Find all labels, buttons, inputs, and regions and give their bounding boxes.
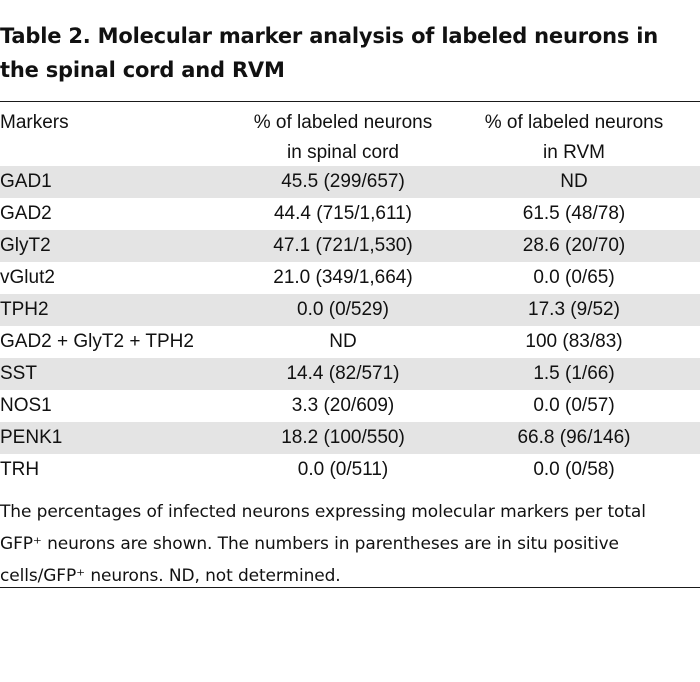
header-spinal-line1: % of labeled neurons [253, 112, 433, 133]
marker-cell: GAD2 + GlyT2 + TPH2 [0, 331, 194, 352]
table-row: NOS1 3.3 (20/609) 0.0 (0/57) [0, 390, 700, 422]
rvm-cell: 0.0 (0/65) [533, 267, 615, 288]
marker-cell: TPH2 [0, 299, 49, 320]
rvm-cell: 66.8 (96/146) [517, 427, 631, 448]
marker-cell: GAD1 [0, 171, 52, 192]
spinal-cell: 14.4 (82/571) [286, 363, 400, 384]
table-row: GAD1 45.5 (299/657) ND [0, 166, 700, 198]
rvm-cell: 17.3 (9/52) [528, 299, 620, 320]
table-body: GAD1 45.5 (299/657) ND GAD2 44.4 (715/1,… [0, 166, 700, 486]
header-markers: Markers [0, 112, 69, 133]
rvm-cell: 0.0 (0/58) [533, 459, 615, 480]
table-row: SST 14.4 (82/571) 1.5 (1/66) [0, 358, 700, 390]
table-row: GlyT2 47.1 (721/1,530) 28.6 (20/70) [0, 230, 700, 262]
table-row: vGlut2 21.0 (349/1,664) 0.0 (0/65) [0, 262, 700, 294]
marker-cell: SST [0, 363, 37, 384]
spinal-cell: 3.3 (20/609) [291, 395, 395, 416]
table-row: GAD2 + GlyT2 + TPH2 ND 100 (83/83) [0, 326, 700, 358]
bottom-rule [0, 587, 700, 588]
table-figure: Table 2. Molecular marker analysis of la… [0, 24, 700, 588]
marker-cell: GlyT2 [0, 235, 51, 256]
marker-cell: TRH [0, 459, 40, 480]
table-footnote: The percentages of infected neurons expr… [0, 502, 646, 586]
marker-cell: GAD2 [0, 203, 52, 224]
spinal-cell: 47.1 (721/1,530) [273, 235, 413, 256]
marker-cell: NOS1 [0, 395, 52, 416]
table-row: PENK1 18.2 (100/550) 66.8 (96/146) [0, 422, 700, 454]
top-rule [0, 101, 700, 102]
rvm-cell: 28.6 (20/70) [522, 235, 626, 256]
header-spinal: % of labeled neurons in spinal cord [238, 108, 448, 166]
table-row: TPH2 0.0 (0/529) 17.3 (9/52) [0, 294, 700, 326]
marker-cell: vGlut2 [0, 267, 55, 288]
spinal-cell: 45.5 (299/657) [281, 171, 405, 192]
header-rvm: % of labeled neurons in RVM [448, 108, 700, 166]
rvm-cell: 1.5 (1/66) [533, 363, 615, 384]
spinal-cell: ND [329, 331, 357, 352]
table-row: TRH 0.0 (0/511) 0.0 (0/58) [0, 454, 700, 486]
table-row: GAD2 44.4 (715/1,611) 61.5 (48/78) [0, 198, 700, 230]
table-header: Markers % of labeled neurons in spinal c… [0, 102, 700, 166]
spinal-cell: 18.2 (100/550) [281, 427, 405, 448]
header-spinal-line2: in spinal cord [287, 142, 399, 163]
spinal-cell: 0.0 (0/511) [297, 459, 389, 480]
spinal-cell: 21.0 (349/1,664) [273, 267, 413, 288]
spinal-cell: 44.4 (715/1,611) [273, 203, 413, 224]
table-title: Table 2. Molecular marker analysis of la… [0, 24, 659, 82]
rvm-cell: 0.0 (0/57) [533, 395, 615, 416]
rvm-cell: 61.5 (48/78) [522, 203, 626, 224]
marker-cell: PENK1 [0, 427, 63, 448]
header-rvm-line2: in RVM [543, 142, 605, 163]
header-rvm-line1: % of labeled neurons [484, 112, 664, 133]
spinal-cell: 0.0 (0/529) [297, 299, 389, 320]
rvm-cell: 100 (83/83) [525, 331, 623, 352]
rvm-cell: ND [560, 171, 588, 192]
